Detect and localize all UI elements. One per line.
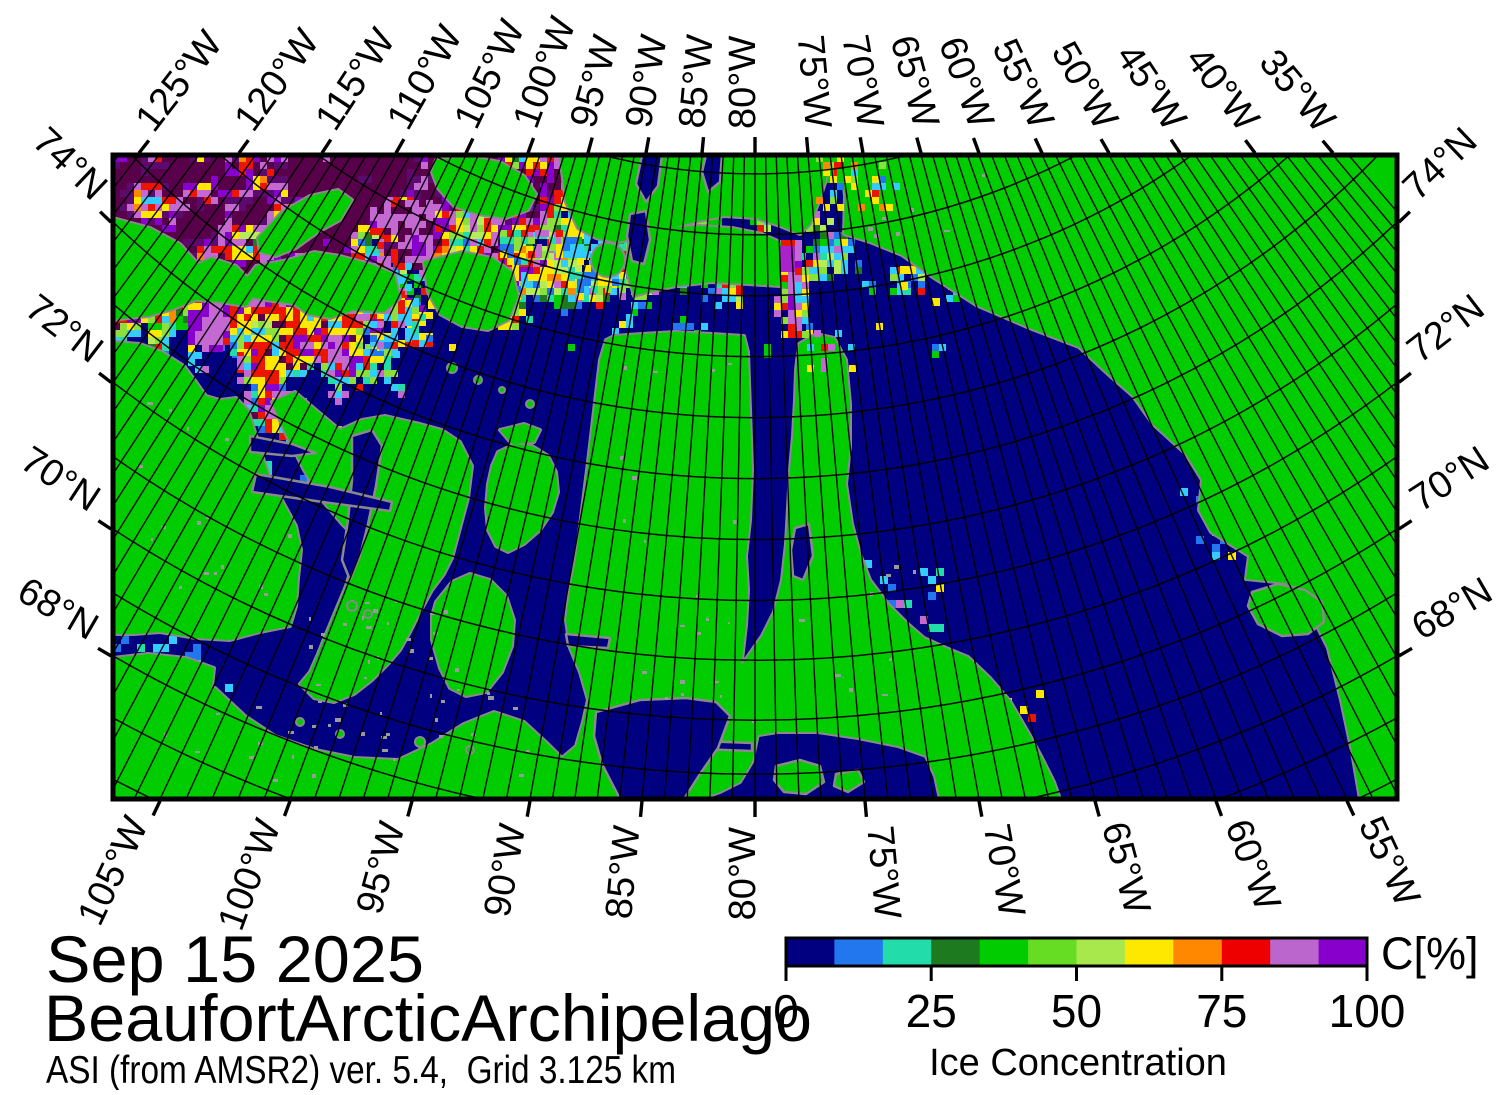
svg-text:ASI (from AMSR2) ver. 5.4, Gr: ASI (from AMSR2) ver. 5.4, Grid 3.125 km — [46, 1049, 676, 1090]
svg-text:100: 100 — [1329, 985, 1406, 1037]
svg-text:Sep 15 2025: Sep 15 2025 — [46, 922, 424, 996]
svg-text:80°W: 80°W — [722, 827, 764, 920]
svg-text:75°W: 75°W — [858, 824, 908, 921]
svg-text:0: 0 — [773, 985, 799, 1037]
svg-text:25: 25 — [906, 985, 957, 1037]
svg-text:Ice Concentration: Ice Concentration — [929, 1042, 1227, 1084]
svg-text:85°W: 85°W — [671, 33, 721, 130]
svg-text:80°W: 80°W — [722, 36, 764, 129]
svg-text:C[%]: C[%] — [1381, 928, 1479, 979]
svg-text:85°W: 85°W — [598, 824, 648, 921]
svg-text:75°W: 75°W — [789, 33, 839, 130]
svg-text:50: 50 — [1051, 985, 1102, 1037]
svg-text:BeaufortArcticArchipelago: BeaufortArcticArchipelago — [44, 981, 812, 1055]
svg-text:75: 75 — [1196, 985, 1247, 1037]
